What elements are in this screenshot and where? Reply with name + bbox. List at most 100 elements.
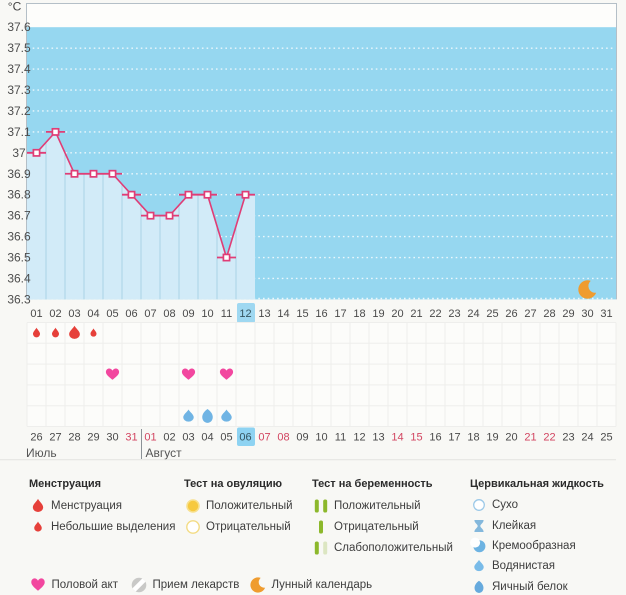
calendar-date-label[interactable]: 26 [30, 432, 42, 444]
temperature-point-marker [70, 169, 79, 178]
calendar-date-label[interactable]: 19 [486, 432, 498, 444]
chart-upper-band [27, 3, 616, 28]
cycle-day-label[interactable]: 21 [410, 308, 422, 320]
calendar-date-label[interactable]: 21 [524, 432, 536, 444]
legend-item-ovulation-positive: Положительный [184, 495, 293, 516]
calendar-date-label[interactable]: 12 [353, 432, 365, 444]
calendar-date-label[interactable]: 13 [372, 432, 384, 444]
cycle-day-label[interactable]: 25 [486, 308, 498, 320]
sticky-icon [474, 519, 484, 532]
calendar-date-label[interactable]: 31 [125, 432, 137, 444]
calendar-date-label[interactable]: 20 [505, 432, 517, 444]
cycle-day-label[interactable]: 02 [49, 308, 61, 320]
legend-item-dry: Сухо [470, 495, 604, 515]
cycle-day-label[interactable]: 27 [524, 308, 536, 320]
legend-header-menstruation: Менструация [29, 478, 102, 490]
temperature-point-marker [108, 169, 117, 178]
calendar-date-label[interactable]: 11 [335, 432, 346, 444]
calendar-date-label[interactable]: 24 [581, 432, 593, 444]
cycle-day-label[interactable]: 16 [315, 308, 327, 320]
pregnancy-negative-icon [319, 520, 323, 534]
temperature-point-marker [165, 211, 174, 220]
cycle-day-label[interactable]: 30 [581, 308, 593, 320]
cycle-day-label[interactable]: 06 [125, 308, 137, 320]
cycle-day-label[interactable]: 19 [372, 308, 384, 320]
legend-item-sticky: Клейкая [470, 515, 604, 535]
calendar-date-label[interactable]: 22 [543, 432, 555, 444]
calendar-date-label[interactable]: 01 [144, 432, 156, 444]
y-axis-tick-label: 37.5 [7, 41, 31, 55]
temperature-point-marker [241, 190, 250, 199]
bbt-chart: °C 37.6 37.5 37.4 37.3 37.2 37.1 37 36.9 36.8 36.7… [0, 0, 617, 461]
cycle-day-label[interactable]: 26 [505, 308, 517, 320]
legend-header-pregnancy-test: Тест на беременность [312, 478, 433, 490]
temperature-point-marker [89, 169, 98, 178]
cycle-day-label[interactable]: 28 [543, 308, 555, 320]
temperature-point-marker [51, 127, 60, 136]
pregnancy-positive-icon [314, 499, 328, 513]
calendar-date-label[interactable]: 17 [448, 432, 460, 444]
y-axis-tick-label: 37.6 [7, 20, 31, 34]
calendar-date-label[interactable]: 18 [467, 432, 479, 444]
temperature-point-marker [127, 190, 136, 199]
cycle-day-label[interactable]: 29 [562, 308, 574, 320]
cycle-day-label[interactable]: 08 [163, 308, 175, 320]
creamy-shape [470, 537, 486, 553]
y-axis-tick-label: 36.4 [7, 271, 31, 285]
cycle-day-label[interactable]: 15 [296, 308, 308, 320]
selected-date-highlight[interactable] [237, 427, 255, 447]
cycle-day-label[interactable]: 09 [182, 308, 194, 320]
cycle-day-label[interactable]: 03 [68, 308, 80, 320]
y-axis-tick-label: 36.7 [7, 209, 31, 223]
y-axis-tick-label: 36.6 [7, 230, 31, 244]
calendar-date-label[interactable]: 05 [220, 432, 232, 444]
ovulation-negative-icon [186, 520, 200, 534]
calendar-date-label[interactable]: 04 [201, 432, 213, 444]
cycle-day-label[interactable]: 11 [221, 308, 232, 320]
calendar-date-label[interactable]: 10 [315, 432, 327, 444]
calendar-date-label[interactable]: 25 [600, 432, 612, 444]
cycle-day-label[interactable]: 17 [334, 308, 346, 320]
cycle-day-label[interactable]: 31 [600, 308, 612, 320]
calendar-date-label[interactable]: 28 [68, 432, 80, 444]
legend-item-menstruation: Менструация [29, 495, 175, 516]
cycle-day-label[interactable]: 18 [353, 308, 365, 320]
calendar-date-label[interactable]: 15 [410, 432, 422, 444]
calendar-date-label[interactable]: 30 [106, 432, 118, 444]
y-axis-tick-label: 36.9 [7, 167, 31, 181]
temperature-line [35, 130, 247, 261]
calendar-date-label[interactable]: 16 [429, 432, 441, 444]
cycle-day-label[interactable]: 05 [106, 308, 118, 320]
legend-item-spotting: Небольшие выделения [29, 516, 175, 537]
calendar-date-label[interactable]: 06 [239, 432, 251, 444]
calendar-date-label[interactable]: 29 [87, 432, 99, 444]
cycle-day-label[interactable]: 20 [391, 308, 403, 320]
cycle-day-label[interactable]: 07 [144, 308, 156, 320]
selected-cycle-day-highlight[interactable] [237, 303, 255, 323]
cycle-day-label[interactable]: 14 [277, 308, 289, 320]
eggwhite-icon [474, 580, 484, 593]
calendar-date-label[interactable]: 27 [49, 432, 61, 444]
legend-item-pregnancy-weak-positive: Слабоположительный [312, 538, 453, 559]
calendar-date-label[interactable]: 09 [296, 432, 308, 444]
calendar-date-label[interactable]: 23 [562, 432, 574, 444]
temperature-point-marker [146, 211, 155, 220]
calendar-date-label[interactable]: 14 [391, 432, 403, 444]
calendar-date-label[interactable]: 07 [258, 432, 270, 444]
cycle-day-label[interactable]: 23 [448, 308, 460, 320]
legend-column-menstruation: Менструация Менструация Небольшие выделе… [29, 477, 175, 538]
pregnancy-weak-positive-icon [314, 541, 328, 555]
cycle-day-label[interactable]: 01 [30, 308, 42, 320]
cycle-day-label[interactable]: 12 [239, 308, 251, 320]
cycle-day-label[interactable]: 10 [201, 308, 213, 320]
calendar-date-label[interactable]: 08 [277, 432, 289, 444]
cycle-day-label[interactable]: 13 [258, 308, 270, 320]
calendar-date-label[interactable]: 03 [182, 432, 194, 444]
cycle-day-label[interactable]: 24 [467, 308, 479, 320]
cycle-day-label[interactable]: 04 [87, 308, 99, 320]
cycle-day-label[interactable]: 22 [429, 308, 441, 320]
legend-item-pregnancy-negative: Отрицательный [312, 516, 453, 537]
temperature-point-marker [32, 148, 41, 157]
calendar-date-label[interactable]: 02 [163, 432, 175, 444]
